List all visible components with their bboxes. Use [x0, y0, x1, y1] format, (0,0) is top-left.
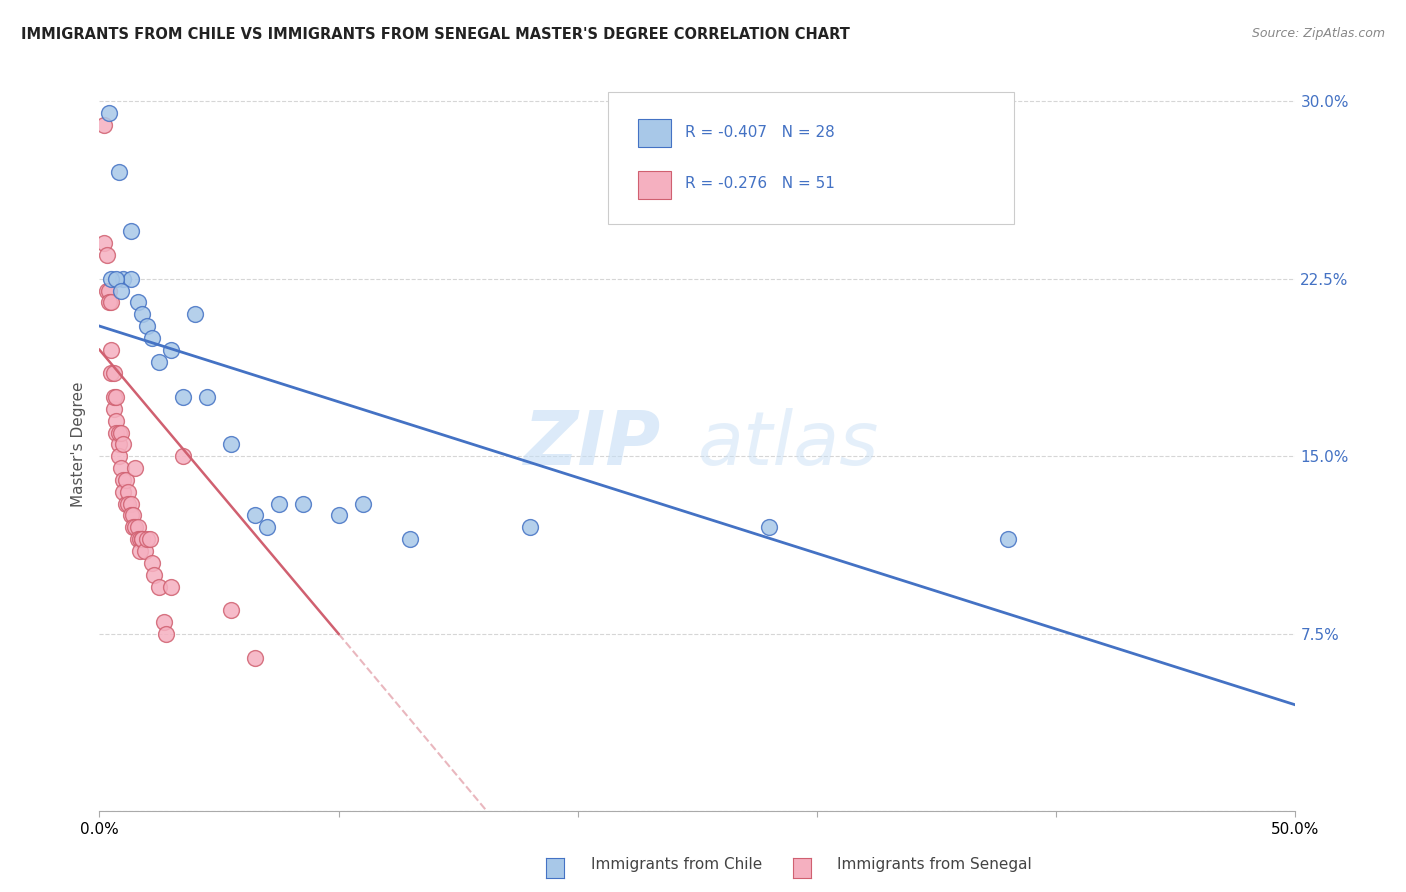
- Point: [256, 520, 278, 534]
- Point: [141, 556, 163, 570]
- Point: [110, 284, 132, 298]
- Point: [352, 497, 374, 511]
- Text: R = -0.276   N = 51: R = -0.276 N = 51: [686, 177, 835, 192]
- Point: [399, 532, 422, 546]
- Point: [100, 367, 122, 381]
- Point: [107, 165, 129, 179]
- Point: [112, 271, 135, 285]
- Point: [98, 106, 121, 120]
- Point: [758, 520, 780, 534]
- Point: [160, 580, 183, 594]
- Text: atlas: atlas: [697, 409, 879, 481]
- Point: [93, 118, 115, 132]
- Point: [134, 544, 156, 558]
- Point: [120, 271, 142, 285]
- Point: [219, 603, 242, 617]
- Point: [148, 580, 170, 594]
- Point: [107, 437, 129, 451]
- Point: [96, 284, 118, 298]
- Point: [328, 508, 350, 523]
- Point: [103, 367, 125, 381]
- Point: [124, 461, 146, 475]
- Point: [153, 615, 176, 629]
- Point: [131, 307, 153, 321]
- Text: IMMIGRANTS FROM CHILE VS IMMIGRANTS FROM SENEGAL MASTER'S DEGREE CORRELATION CHA: IMMIGRANTS FROM CHILE VS IMMIGRANTS FROM…: [21, 27, 851, 42]
- Point: [148, 354, 170, 368]
- Point: [131, 532, 153, 546]
- Text: Immigrants from Senegal: Immigrants from Senegal: [837, 857, 1032, 872]
- Point: [105, 414, 128, 428]
- Point: [117, 497, 139, 511]
- Point: [103, 401, 125, 416]
- Text: ZIP: ZIP: [524, 408, 662, 481]
- Text: Immigrants from Chile: Immigrants from Chile: [591, 857, 762, 872]
- Point: [160, 343, 183, 357]
- Point: [195, 390, 218, 404]
- Point: [93, 236, 115, 251]
- Point: [243, 650, 266, 665]
- Point: [96, 248, 118, 262]
- Point: [114, 473, 136, 487]
- Point: [98, 284, 121, 298]
- Text: Source: ZipAtlas.com: Source: ZipAtlas.com: [1251, 27, 1385, 40]
- Point: [136, 319, 159, 334]
- Text: R = -0.407   N = 28: R = -0.407 N = 28: [686, 125, 835, 140]
- Point: [120, 497, 142, 511]
- Point: [997, 532, 1019, 546]
- FancyBboxPatch shape: [638, 120, 671, 147]
- Point: [100, 295, 122, 310]
- Point: [143, 567, 166, 582]
- Point: [107, 450, 129, 464]
- Point: [129, 532, 152, 546]
- Point: [112, 484, 135, 499]
- Point: [105, 390, 128, 404]
- FancyBboxPatch shape: [607, 92, 1014, 224]
- Point: [120, 224, 142, 238]
- FancyBboxPatch shape: [638, 170, 671, 199]
- Point: [141, 331, 163, 345]
- Point: [138, 532, 160, 546]
- Point: [120, 508, 142, 523]
- Point: [107, 425, 129, 440]
- Y-axis label: Master's Degree: Master's Degree: [72, 382, 86, 508]
- Point: [110, 461, 132, 475]
- Point: [105, 271, 128, 285]
- Point: [131, 532, 153, 546]
- Point: [267, 497, 290, 511]
- Point: [100, 271, 122, 285]
- Point: [122, 508, 145, 523]
- Point: [105, 425, 128, 440]
- Point: [127, 295, 149, 310]
- Point: [291, 497, 314, 511]
- Point: [100, 343, 122, 357]
- Point: [136, 532, 159, 546]
- Point: [127, 532, 149, 546]
- Point: [127, 520, 149, 534]
- Point: [112, 437, 135, 451]
- Point: [110, 425, 132, 440]
- Point: [219, 437, 242, 451]
- Point: [184, 307, 207, 321]
- Point: [114, 497, 136, 511]
- Point: [172, 390, 194, 404]
- Point: [172, 450, 194, 464]
- Point: [124, 520, 146, 534]
- Point: [117, 484, 139, 499]
- Point: [98, 295, 121, 310]
- Point: [129, 544, 152, 558]
- Point: [122, 520, 145, 534]
- Point: [103, 390, 125, 404]
- Point: [112, 473, 135, 487]
- Point: [155, 627, 177, 641]
- Point: [519, 520, 541, 534]
- Point: [243, 508, 266, 523]
